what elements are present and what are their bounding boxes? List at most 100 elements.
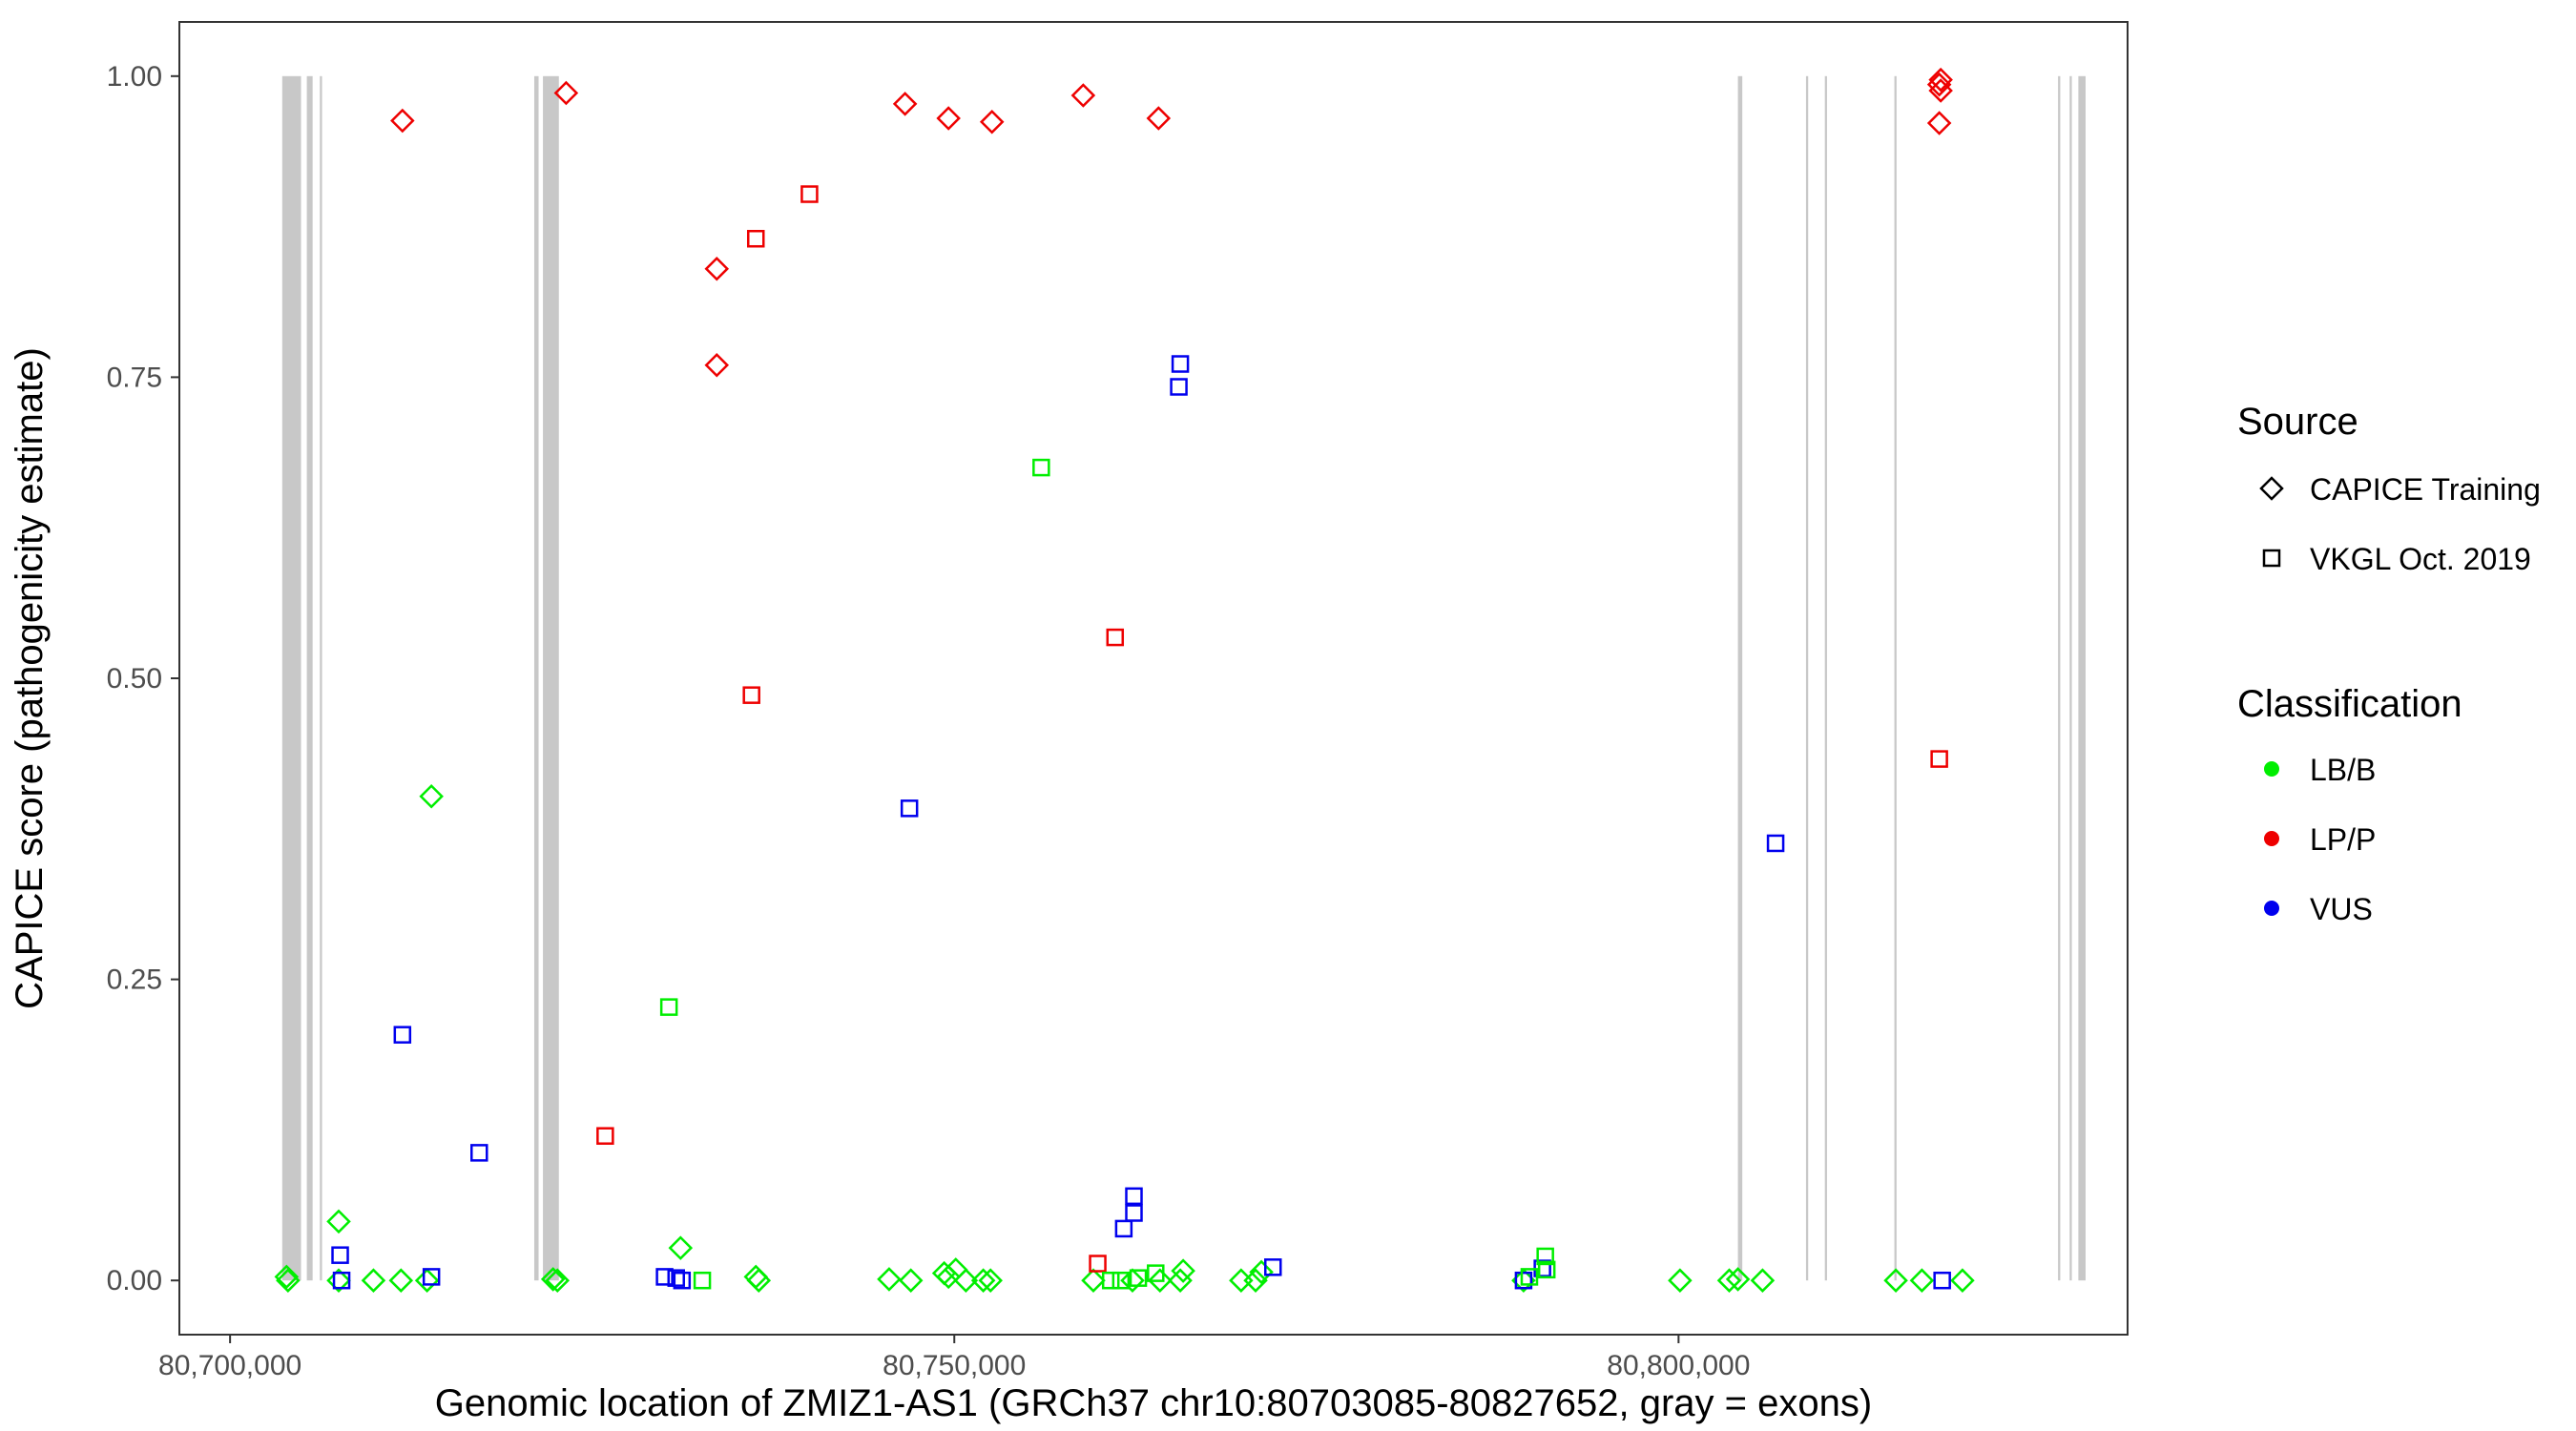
point-diamond-lbb: [276, 1268, 301, 1293]
legend-item-vus: VUS: [2264, 892, 2373, 926]
legend-item-lbb: LB/B: [2264, 753, 2376, 787]
point-diamond-lbb: [1750, 1268, 1776, 1293]
point-square-vus: [1766, 834, 1785, 853]
point-diamond-lbb: [1120, 1268, 1145, 1293]
exon-bands: [281, 75, 2086, 1281]
exon-band: [306, 75, 313, 1281]
legend-label-vkgl: VKGL Oct. 2019: [2310, 542, 2531, 576]
point-diamond-lbb: [746, 1268, 772, 1293]
point-diamond-lpp: [704, 257, 730, 281]
point-square-vus: [1171, 355, 1190, 373]
point-diamond-lpp: [1926, 111, 1952, 135]
point-diamond-lpp: [1070, 83, 1096, 108]
point-diamond-lbb: [1249, 1259, 1274, 1285]
point-square-lbb: [1537, 1260, 1556, 1279]
point-square-lbb: [1520, 1268, 1539, 1286]
point-square-vus: [422, 1268, 441, 1286]
point-square-vus: [667, 1269, 685, 1287]
point-square-lbb: [1032, 458, 1050, 477]
exon-band: [2058, 75, 2061, 1281]
point-diamond-lpp: [390, 108, 415, 134]
legend: Source CAPICE Training VKGL Oct. 2019 Cl…: [2237, 401, 2541, 926]
point-square-vus: [393, 1026, 412, 1044]
point-diamond-lbb: [388, 1268, 414, 1293]
legend-dot-icon-lbb: [2264, 761, 2279, 777]
exon-band: [1894, 75, 1897, 1281]
point-diamond-lbb: [1716, 1268, 1742, 1293]
legend-label-lpp: LP/P: [2310, 822, 2376, 857]
point-diamond-lbb: [1243, 1268, 1268, 1293]
point-diamond-lbb: [361, 1268, 386, 1293]
y-tick-label: 0.50: [107, 663, 162, 695]
point-square-lbb: [1101, 1271, 1120, 1290]
point-square-lbb: [1536, 1247, 1554, 1266]
legend-label-vus: VUS: [2310, 892, 2373, 926]
point-square-vus: [1933, 1271, 1951, 1290]
point-diamond-lpp: [892, 92, 918, 116]
x-tick-label: 80,750,000: [883, 1350, 1026, 1381]
legend-item-lpp: LP/P: [2264, 822, 2376, 857]
y-tick-label: 1.00: [107, 61, 162, 93]
x-tick-label: 80,700,000: [158, 1350, 301, 1381]
legend-label-lbb: LB/B: [2310, 753, 2376, 787]
exon-band: [2069, 75, 2072, 1281]
point-diamond-lbb: [936, 1264, 961, 1290]
point-square-lbb: [1111, 1271, 1131, 1290]
point-diamond-lbb: [540, 1267, 566, 1292]
legend-square-icon: [2262, 549, 2281, 568]
y-tick-label: 0.75: [107, 362, 162, 393]
point-diamond-lpp: [1146, 106, 1172, 131]
point-diamond-lbb: [1171, 1258, 1195, 1283]
point-square-vus: [1125, 1187, 1143, 1206]
exon-band: [1737, 75, 1743, 1281]
legend-title-classification: Classification: [2237, 683, 2462, 725]
legend-dot-icon-vus: [2264, 901, 2279, 916]
exon-band: [543, 75, 559, 1281]
point-square-lpp: [746, 229, 765, 248]
point-square-lbb: [1129, 1269, 1148, 1287]
point-square-vus: [1125, 1204, 1143, 1222]
point-square-lpp: [1930, 750, 1948, 768]
point-square-vus: [1264, 1258, 1282, 1276]
x-axis-label: Genomic location of ZMIZ1-AS1 (GRCh37 ch…: [435, 1382, 1872, 1424]
point-square-lpp: [1089, 1255, 1107, 1273]
point-square-vus: [331, 1246, 349, 1264]
exon-band: [320, 75, 322, 1281]
point-diamond-lbb: [1909, 1268, 1935, 1293]
data-points: [274, 67, 1975, 1293]
point-diamond-lpp: [553, 80, 579, 106]
point-diamond-lbb: [545, 1268, 571, 1293]
point-diamond-lbb: [1668, 1268, 1693, 1293]
point-square-vus: [332, 1271, 351, 1290]
point-square-lpp: [596, 1127, 614, 1145]
point-square-vus: [470, 1144, 488, 1162]
exon-band: [533, 75, 539, 1281]
legend-item-vkgl: VKGL Oct. 2019: [2262, 542, 2531, 576]
legend-diamond-icon: [2259, 476, 2284, 501]
point-square-vus: [1114, 1219, 1133, 1238]
point-diamond-lbb: [953, 1268, 979, 1293]
y-axis: 0.00 0.25 0.50 0.75 1.00: [107, 61, 179, 1296]
point-square-lpp: [800, 185, 819, 203]
point-diamond-lbb: [668, 1235, 694, 1260]
x-axis: 80,700,000 80,750,000 80,800,000: [158, 1335, 1750, 1381]
y-tick-label: 0.25: [107, 964, 162, 996]
point-diamond-lbb: [1148, 1268, 1173, 1293]
exon-band: [1824, 75, 1827, 1281]
point-diamond-lbb: [877, 1267, 902, 1292]
point-diamond-lbb: [970, 1268, 996, 1293]
y-tick-label: 0.00: [107, 1265, 162, 1296]
exon-band: [1805, 75, 1809, 1281]
point-diamond-lbb: [1950, 1268, 1975, 1293]
point-square-lbb: [659, 998, 678, 1016]
point-square-vus: [673, 1271, 692, 1290]
point-diamond-lpp: [1928, 78, 1953, 103]
legend-dot-icon-lpp: [2264, 831, 2279, 846]
point-diamond-lbb: [274, 1264, 300, 1290]
point-square-vus: [1514, 1271, 1533, 1290]
point-diamond-lbb: [898, 1268, 924, 1293]
legend-item-capice-training: CAPICE Training: [2259, 472, 2541, 507]
x-tick-label: 80,800,000: [1607, 1350, 1750, 1381]
